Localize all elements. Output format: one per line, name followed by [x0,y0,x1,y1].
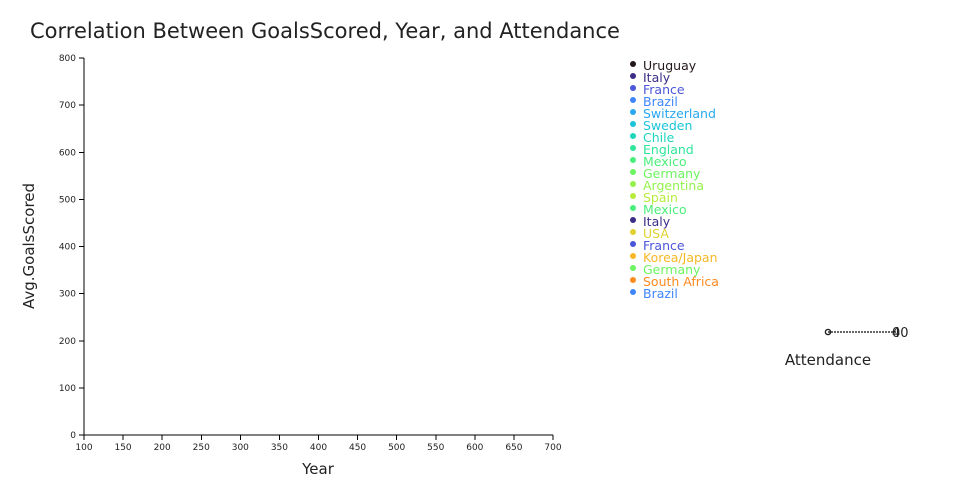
x-tick-label: 150 [114,443,131,453]
y-tick-label: 200 [59,337,76,347]
y-axis-label: Avg.GoalsScored [20,183,38,309]
legend-label: Italy [643,214,671,229]
legend-marker [630,253,636,259]
chart-title: Correlation Between GoalsScored, Year, a… [30,19,620,43]
size-legend-min-label: 0 [892,326,900,341]
x-tick-label: 350 [271,443,288,453]
legend-label: France [643,82,685,97]
legend-marker [630,265,636,271]
x-tick-label: 250 [193,443,210,453]
legend-marker [630,241,636,247]
legend-marker [630,85,636,91]
x-tick-label: 550 [427,443,444,453]
legend-marker [630,217,636,223]
legend-marker [630,277,636,283]
legend-label: France [643,238,685,253]
legend-label: Germany [643,262,701,277]
legend-label: Mexico [643,154,687,169]
legend-label: Sweden [643,118,692,133]
x-tick-label: 200 [154,443,171,453]
legend-label: Uruguay [643,58,697,73]
legend: UruguayItalyFranceBrazilSwitzerlandSwede… [630,58,719,301]
legend-label: Argentina [643,178,704,193]
y-axis-ticks: 0 100 200 300 400 500 600 700 800 [59,54,84,441]
y-tick-label: 0 [70,431,76,441]
x-tick-label: 450 [349,443,366,453]
y-tick-label: 800 [59,54,76,64]
legend-label: Italy [643,70,671,85]
x-tick-label: 700 [544,443,561,453]
plot-area: 0 100 200 300 400 500 600 700 800 100 150 200 250 30… [59,54,562,453]
x-tick-label: 600 [466,443,483,453]
legend-marker [630,61,636,67]
legend-marker [630,229,636,235]
legend-marker [630,181,636,187]
x-axis-label: Year [301,460,335,478]
legend-label: Spain [643,190,678,205]
y-tick-label: 500 [59,195,76,205]
legend-marker [630,289,636,295]
legend-marker [630,121,636,127]
y-tick-label: 400 [59,243,76,253]
size-legend-title: Attendance [785,351,871,369]
legend-marker [630,157,636,163]
x-tick-label: 100 [75,443,92,453]
legend-marker [630,97,636,103]
y-tick-label: 600 [59,148,76,158]
legend-marker [630,73,636,79]
legend-label: Mexico [643,202,687,217]
y-tick-label: 700 [59,101,76,111]
legend-marker [630,205,636,211]
legend-label: England [643,142,694,157]
legend-label: South Africa [643,274,719,289]
legend-marker [630,193,636,199]
size-legend-circle [824,328,832,336]
legend-label: Brazil [643,286,678,301]
legend-marker [630,109,636,115]
x-tick-label: 300 [232,443,249,453]
y-tick-label: 300 [59,290,76,300]
legend-marker [630,133,636,139]
legend-label: Chile [643,130,675,145]
legend-label: Brazil [643,94,678,109]
size-legend: 0 40 Attendance [785,326,909,369]
legend-marker [630,169,636,175]
legend-label: Germany [643,166,701,181]
legend-label: Switzerland [643,106,716,121]
x-tick-label: 500 [388,443,405,453]
y-tick-label: 100 [59,384,76,394]
legend-label: Korea/Japan [643,250,718,265]
legend-label: USA [643,226,669,241]
x-axis-ticks: 100 150 200 250 300 350 400 450 500 550 600 650 700 [75,435,562,453]
x-tick-label: 400 [310,443,327,453]
legend-marker [630,145,636,151]
size-legend-max-label: 40 [892,326,909,341]
x-tick-label: 650 [505,443,522,453]
